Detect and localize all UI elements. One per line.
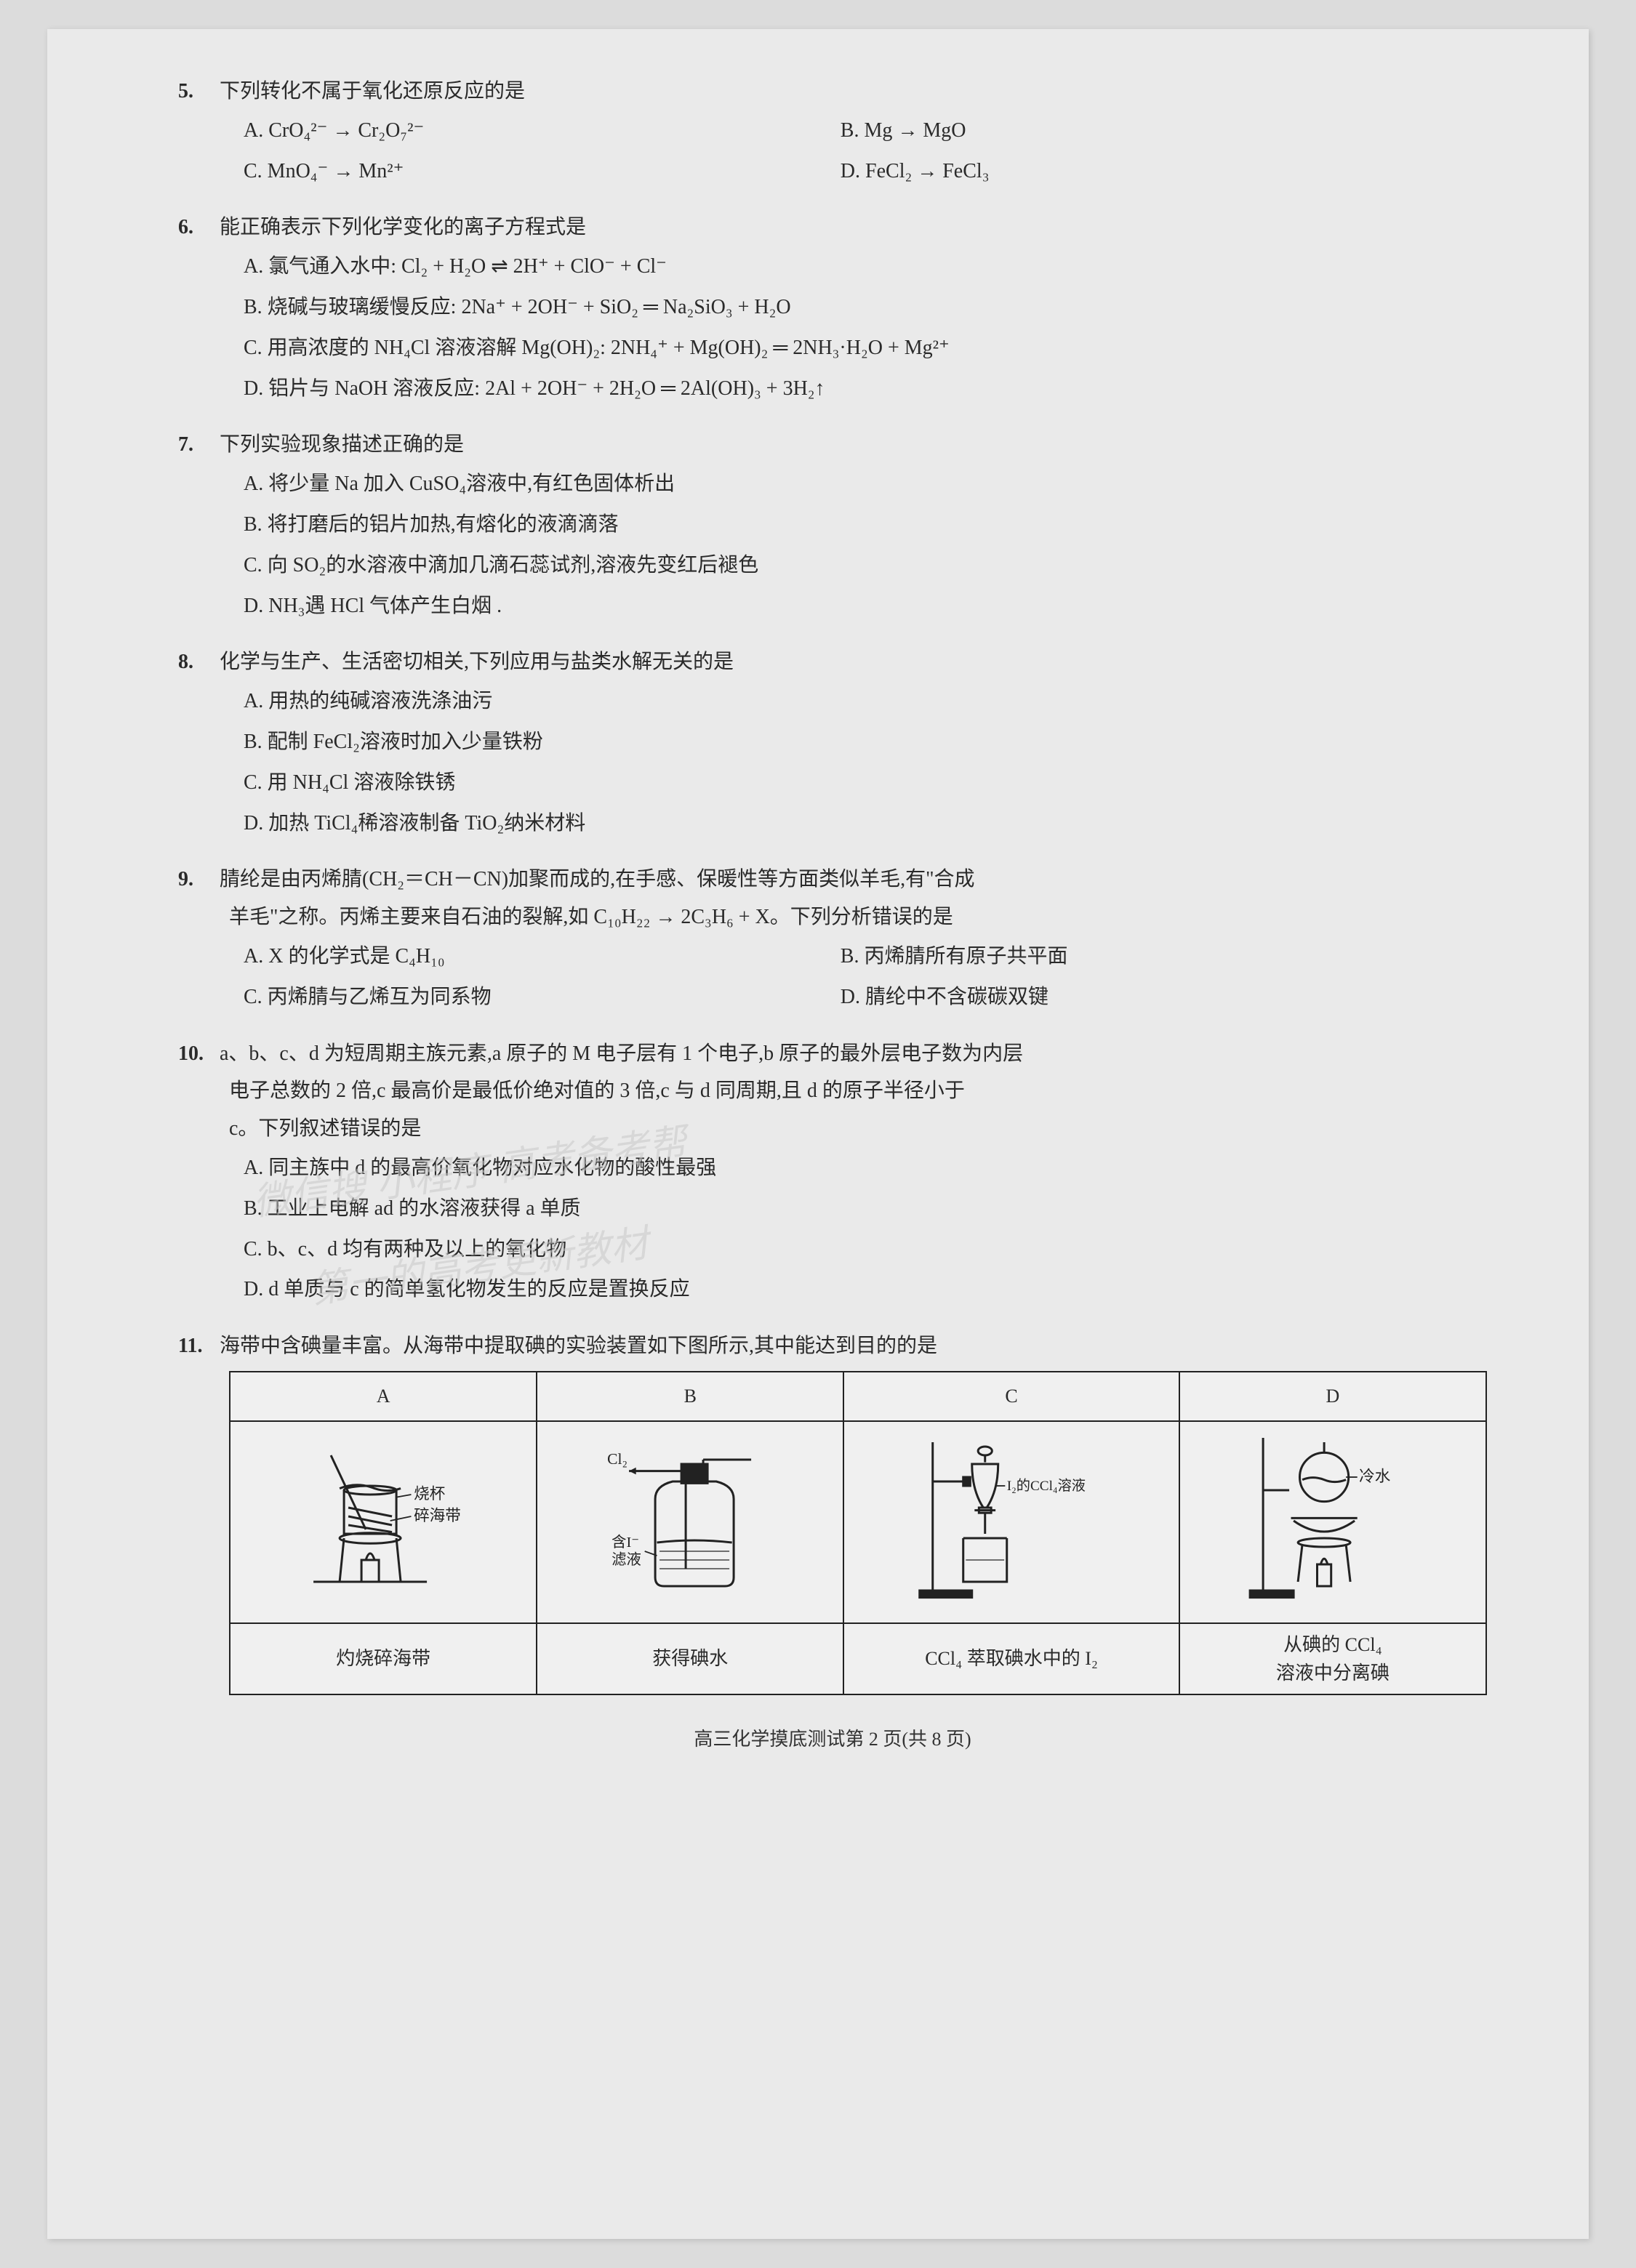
header-b: B [537, 1372, 843, 1421]
q7-opt-a: A. 将少量 Na 加入 CuSO₄溶液中,有红色固体析出 [244, 464, 1487, 504]
question-11: 11. 海带中含碘量丰富。从海带中提取碘的实验装置如下图所示,其中能达到目的的是… [178, 1327, 1487, 1695]
question-5: 5. 下列转化不属于氧化还原反应的是 A. CrO₄²⁻ → Cr₂O₇²⁻ B… [178, 73, 1487, 191]
apparatus-b-cell: Cl₂ 含I⁻ 滤液 [537, 1421, 843, 1623]
q6-opt-b: B. 烧碱与玻璃缓慢反应: 2Na⁺ + 2OH⁻ + SiO₂ ═ Na₂Si… [244, 287, 1487, 328]
q5-stem: 下列转化不属于氧化还原反应的是 [220, 80, 525, 102]
q5-number: 5. [178, 73, 214, 110]
question-9: 9. 腈纶是由丙烯腈(CH₂＝CH－CN)加聚而成的,在手感、保暖性等方面类似羊… [178, 861, 1487, 1017]
label-cold-water: 冷水 [1359, 1468, 1391, 1485]
q9-opt-a: A. X 的化学式是 C₄H₁₀ [244, 936, 841, 977]
q8-opt-d: D. 加热 TiCl₄稀溶液制备 TiO₂纳米材料 [244, 803, 1487, 844]
table-header-row: A B C D [230, 1372, 1486, 1421]
q5-opt-d: D. FeCl₂ → FeCl₃ [841, 151, 1437, 192]
q5-opt-a: A. CrO₄²⁻ → Cr₂O₇²⁻ [244, 110, 841, 151]
q5-options: A. CrO₄²⁻ → Cr₂O₇²⁻ B. Mg → MgO C. MnO₄⁻… [178, 110, 1487, 192]
q6-stem: 能正确表示下列化学变化的离子方程式是 [220, 216, 586, 238]
q8-opt-c: C. 用 NH₄Cl 溶液除铁锈 [244, 763, 1487, 803]
q6-options: A. 氯气通入水中: Cl₂ + H₂O ⇌ 2H⁺ + ClO⁻ + Cl⁻ … [178, 246, 1487, 409]
table-image-row: 烧杯 碎海带 [230, 1421, 1486, 1623]
q8-stem: 化学与生产、生活密切相关,下列应用与盐类水解无关的是 [220, 651, 734, 673]
q10-opt-d: D. d 单质与 c 的简单氢化物发生的反应是置换反应 [244, 1269, 1487, 1310]
label-ccl4-solution: I₂的CCl₄溶液 [1007, 1478, 1086, 1494]
q8-opt-b: B. 配制 FeCl₂溶液时加入少量铁粉 [244, 722, 1487, 763]
caption-d: 从碘的 CCl₄溶液中分离碘 [1179, 1623, 1486, 1694]
page-footer: 高三化学摸底测试第 2 页(共 8 页) [178, 1724, 1487, 1751]
q10-options: A. 同主族中 d 的最高价氧化物对应水化物的酸性最强 B. 工业上电解 ad … [178, 1148, 1487, 1310]
q7-opt-b: B. 将打磨后的铝片加热,有熔化的液滴滴落 [244, 504, 1487, 545]
apparatus-d-cell: 冷水 [1179, 1421, 1486, 1623]
q9-opt-b: B. 丙烯腈所有原子共平面 [841, 936, 1437, 977]
q5-opt-c: C. MnO₄⁻ → Mn²⁺ [244, 151, 841, 192]
q5-opt-b: B. Mg → MgO [841, 110, 1437, 151]
apparatus-c-cell: I₂的CCl₄溶液 [843, 1421, 1179, 1623]
q10-opt-c: C. b、c、d 均有两种及以上的氧化物 [244, 1229, 1487, 1270]
q8-opt-a: A. 用热的纯碱溶液洗涤油污 [244, 681, 1487, 722]
header-c: C [843, 1372, 1179, 1421]
q7-stem: 下列实验现象描述正确的是 [220, 433, 464, 456]
q6-opt-d: D. 铝片与 NaOH 溶液反应: 2Al + 2OH⁻ + 2H₂O ═ 2A… [244, 369, 1487, 409]
apparatus-d-diagram: 冷水 [1186, 1429, 1480, 1604]
apparatus-c-diagram: I₂的CCl₄溶液 [850, 1429, 1172, 1604]
q10-number: 10. [178, 1035, 214, 1073]
caption-a: 灼烧碎海带 [230, 1623, 537, 1694]
label-beaker: 烧杯 [414, 1485, 446, 1503]
q9-options: A. X 的化学式是 C₄H₁₀ B. 丙烯腈所有原子共平面 C. 丙烯腈与乙烯… [178, 936, 1487, 1018]
q9-opt-c: C. 丙烯腈与乙烯互为同系物 [244, 977, 841, 1018]
header-a: A [230, 1372, 537, 1421]
question-7: 7. 下列实验现象描述正确的是 A. 将少量 Na 加入 CuSO₄溶液中,有红… [178, 426, 1487, 626]
table-caption-row: 灼烧碎海带 获得碘水 CCl₄ 萃取碘水中的 I₂ 从碘的 CCl₄溶液中分离碘 [230, 1623, 1486, 1694]
q9-opt-d: D. 腈纶中不含碳碳双键 [841, 977, 1437, 1018]
header-d: D [1179, 1372, 1486, 1421]
q8-options: A. 用热的纯碱溶液洗涤油污 B. 配制 FeCl₂溶液时加入少量铁粉 C. 用… [178, 681, 1487, 843]
exam-page: 微信搜 小程序 高考备考帮 第一的高考更新教材 5. 下列转化不属于氧化还原反应… [47, 29, 1589, 2239]
question-8: 8. 化学与生产、生活密切相关,下列应用与盐类水解无关的是 A. 用热的纯碱溶液… [178, 643, 1487, 843]
apparatus-a-cell: 烧杯 碎海带 [230, 1421, 537, 1623]
q11-table-wrap: A B C D [178, 1371, 1487, 1695]
question-6: 6. 能正确表示下列化学变化的离子方程式是 A. 氯气通入水中: Cl₂ + H… [178, 209, 1487, 409]
q7-opt-c: C. 向 SO₂的水溶液中滴加几滴石蕊试剂,溶液先变红后褪色 [244, 545, 1487, 586]
caption-c: CCl₄ 萃取碘水中的 I₂ [843, 1623, 1179, 1694]
q10-stem-2: 电子总数的 2 倍,c 最高价是最低价绝对值的 3 倍,c 与 d 同周期,且 … [178, 1072, 1487, 1110]
apparatus-b-diagram: Cl₂ 含I⁻ 滤液 [543, 1429, 837, 1604]
q6-opt-c: C. 用高浓度的 NH₄Cl 溶液溶解 Mg(OH)₂: 2NH₄⁺ + Mg(… [244, 328, 1487, 369]
q11-stem: 海带中含碘量丰富。从海带中提取碘的实验装置如下图所示,其中能达到目的的是 [220, 1335, 937, 1357]
q10-stem-1: a、b、c、d 为短周期主族元素,a 原子的 M 电子层有 1 个电子,b 原子… [220, 1042, 1023, 1065]
q6-opt-a: A. 氯气通入水中: Cl₂ + H₂O ⇌ 2H⁺ + ClO⁻ + Cl⁻ [244, 246, 1487, 287]
q8-number: 8. [178, 643, 214, 681]
caption-b: 获得碘水 [537, 1623, 843, 1694]
apparatus-a-diagram: 烧杯 碎海带 [236, 1429, 530, 1604]
q6-number: 6. [178, 209, 214, 246]
question-10: 10. a、b、c、d 为短周期主族元素,a 原子的 M 电子层有 1 个电子,… [178, 1035, 1487, 1311]
label-filtrate-1: 含I⁻ [612, 1534, 639, 1551]
q11-number: 11. [178, 1327, 214, 1365]
q7-opt-d: D. NH₃遇 HCl 气体产生白烟 . [244, 586, 1487, 627]
label-filtrate-2: 滤液 [612, 1551, 641, 1568]
q9-stem-2: 羊毛"之称。丙烯主要来自石油的裂解,如 C₁₀H₂₂ → 2C₃H₆ + X。下… [178, 898, 1487, 936]
q9-number: 9. [178, 861, 214, 898]
q9-stem-1: 腈纶是由丙烯腈(CH₂＝CH－CN)加聚而成的,在手感、保暖性等方面类似羊毛,有… [220, 868, 975, 890]
label-kelp: 碎海带 [414, 1507, 461, 1524]
label-cl2: Cl₂ [607, 1450, 627, 1468]
q10-stem-3: c。下列叙述错误的是 [178, 1110, 1487, 1148]
apparatus-table: A B C D [229, 1371, 1487, 1695]
q7-options: A. 将少量 Na 加入 CuSO₄溶液中,有红色固体析出 B. 将打磨后的铝片… [178, 464, 1487, 626]
q7-number: 7. [178, 426, 214, 464]
q10-opt-a: A. 同主族中 d 的最高价氧化物对应水化物的酸性最强 [244, 1148, 1487, 1189]
q10-opt-b: B. 工业上电解 ad 的水溶液获得 a 单质 [244, 1189, 1487, 1229]
